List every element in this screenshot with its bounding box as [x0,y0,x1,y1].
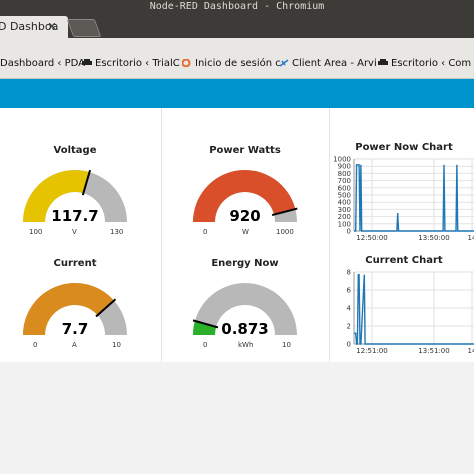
gauge-min: 100 [29,228,43,236]
cpanel-icon [182,59,191,67]
group-divider [329,108,330,362]
y-tick-label: 1000 [334,156,351,164]
gauge-unit: W [242,228,249,236]
gauge-value: 7.7 [61,320,89,338]
close-icon[interactable]: ✕ [47,20,57,33]
gauge-power-watts: Power Watts 920 0 W 1000 [185,145,305,255]
x-tick-label: 14 [468,347,474,355]
gauge-unit: kWh [238,341,254,349]
tab-label: D Dashboa [0,20,59,33]
x-tick-label: 13:51:00 [418,347,449,355]
gauge-fill [23,169,90,222]
bookmark-label: Inicio de sesión c [195,58,281,69]
gauge-current: Current 7.7 0 A 10 [15,258,135,368]
y-tick-label: 900 [338,163,351,171]
bookmark-inicio-sesion[interactable]: Inicio de sesión c [182,58,281,70]
gauge-value: 920 [229,207,261,225]
new-tab-button[interactable] [66,19,102,37]
chart-plot: 8 6 4 2 0 12:51:00 13:51:00 14 [347,269,474,355]
chart-current: Current Chart 8 6 4 2 0 12:51:00 13:51:00 14 [334,255,474,355]
gauge-fill [193,169,296,222]
chart-power-now: Power Now Chart 1000 900 800 700 600 500 400 30… [334,142,474,242]
gauge-value: 117.7 [51,207,99,225]
gauge-value: 0.873 [221,320,269,338]
y-tick-label: 2 [347,323,351,331]
y-tick-label: 6 [347,287,352,295]
gauge-max: 130 [110,228,124,236]
y-tick-label: 800 [338,170,351,178]
y-tick-label: 4 [347,305,352,313]
bookmark-label: Escritorio ‹ Com [391,58,472,69]
window-title: Node-RED Dashboard - Chromium [0,0,474,14]
tab-strip: D Dashboa ✕ [0,14,474,38]
gauge-title: Voltage [53,145,97,156]
chart-title: Current Chart [365,255,443,266]
gauge-track [193,283,297,335]
bookmark-client-area[interactable]: Client Area - Arvi [279,58,377,70]
gauge-needle [192,319,219,329]
gauge-title: Power Watts [209,145,281,156]
bookmark-dashboard[interactable]: Dashboard ‹ PDA [0,58,85,70]
gauge-dial [192,283,297,335]
y-tick-label: 100 [338,220,351,228]
bookmark-label: Dashboard ‹ PDA [0,58,86,69]
x-tick-label: 12:51:00 [356,347,387,355]
series-line [354,164,474,232]
car-icon [82,59,92,65]
x-tick-label: 12:50:00 [356,234,387,242]
bookmark-label: Client Area - Arvi [292,58,377,69]
y-tick-label: 700 [338,177,351,185]
gauge-max: 1000 [276,228,294,236]
series-line [354,274,474,345]
chart-plot: 1000900800700600500400300200100012:50:00… [334,156,474,242]
bookmark-escritorio-trialc[interactable]: Escritorio ‹ TrialC [82,58,180,70]
y-tick-label: 600 [338,184,351,192]
bookmark-escritorio-com[interactable]: Escritorio ‹ Com [378,58,471,70]
car-icon [378,59,388,65]
leaf-icon [279,59,289,67]
dashboard-content [0,108,474,362]
gauge-fill [23,283,115,335]
x-tick-label: 13:50:00 [418,234,449,242]
gauge-needle [95,298,117,318]
y-tick-label: 500 [338,192,351,200]
gauge-fill [193,320,217,335]
gauge-dial [23,283,127,335]
gauge-max: 10 [282,341,291,349]
gauge-voltage: Voltage 117.7 100 V 130 [15,145,135,255]
gauge-title: Current [53,258,97,269]
y-tick-label: 8 [347,269,351,277]
browser-tab[interactable]: D Dashboa ✕ [0,16,68,38]
y-tick-label: 0 [347,341,351,349]
gauge-min: 0 [203,341,208,349]
y-tick-label: 200 [338,213,351,221]
gauge-title: Energy Now [211,258,279,269]
gauge-dial [193,169,298,222]
gauge-max: 10 [112,341,121,349]
gauge-dial [23,169,127,222]
group-divider [161,108,162,362]
dashboard-toolbar [0,79,474,108]
bookmark-label: Escritorio ‹ TrialC [95,58,180,69]
gauge-unit: V [72,228,77,236]
gauge-unit: A [72,341,77,349]
x-tick-label: 14 [468,234,474,242]
gauge-min: 0 [33,341,38,349]
y-tick-label: 300 [338,206,351,214]
bookmarks-bar: Dashboard ‹ PDA Escritorio ‹ TrialC Inic… [0,38,474,79]
y-tick-label: 0 [347,228,351,236]
chart-title: Power Now Chart [355,142,453,153]
gauge-needle [271,207,298,217]
gauge-energy-now: Energy Now 0.873 0 kWh 10 [185,258,305,368]
gauge-needle [81,169,92,196]
gauge-min: 0 [203,228,208,236]
y-tick-label: 400 [338,199,351,207]
